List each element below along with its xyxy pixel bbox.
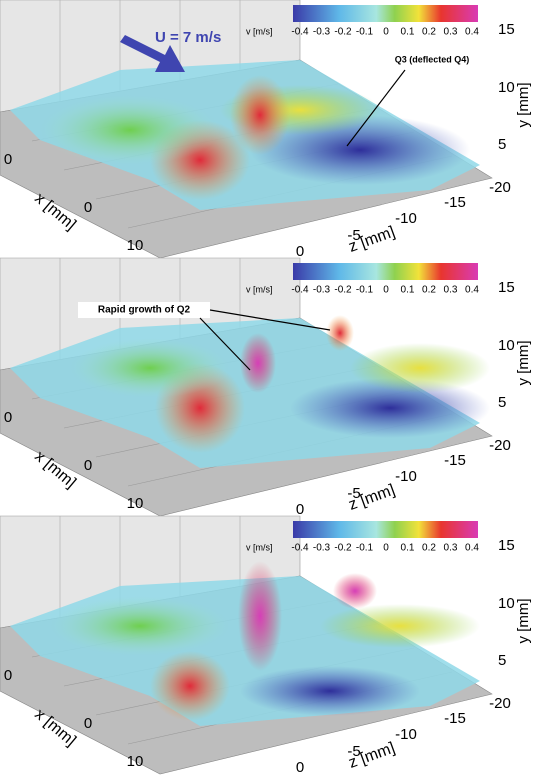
z-tick-label: -15 [444,710,466,727]
colorbar-tick: 0.2 [422,27,436,38]
velocity-region [290,378,490,438]
colorbar-tick: -0.2 [334,285,352,296]
colorbar-tick: 0 [383,543,389,554]
colorbar-tick: 0.4 [465,27,479,38]
z-tick-label: -5 [347,743,360,760]
velocity-region [326,315,354,351]
y-tick-label: 5 [498,136,506,153]
z-tick-label: -10 [395,210,417,227]
y-axis-label: y [mm] [515,599,532,644]
colorbar-label: v [m/s] [246,542,273,552]
y-tick-label: 15 [498,21,515,38]
velocity-region [50,596,230,656]
velocity-region [40,95,220,165]
z-tick-label: -20 [489,437,511,454]
colorbar-tick: 0.2 [422,543,436,554]
annotation-arrow [199,317,251,371]
annotation: Rapid growth of Q2 [98,305,191,316]
velocity-region [70,338,230,398]
velocity-region [350,343,490,393]
z-tick-label: -20 [489,179,511,196]
velocity-region [238,561,282,671]
colorbar-tick: -0.3 [313,543,331,554]
annotation-arrow [209,309,331,331]
x-tick-label: 0 [4,667,12,684]
colorbar-tick: 0.3 [444,543,458,554]
colorbar-tick: 0.3 [444,285,458,296]
colorbar-label: v [m/s] [246,26,273,36]
velocity-region [240,666,420,716]
colorbar [293,263,478,280]
y-tick-label: 5 [498,394,506,411]
y-tick-label: 10 [498,337,515,354]
colorbar-tick: -0.1 [356,543,374,554]
z-tick-label: -10 [395,726,417,743]
colorbar-tick: 0.1 [401,27,415,38]
x-tick-label: 10 [127,753,144,770]
x-tick-label: 10 [127,237,144,254]
y-tick-label: 15 [498,279,515,296]
colorbar-tick: -0.3 [313,285,331,296]
z-tick-label: 0 [296,501,304,518]
panel: v [m/s] -0.4 -0.3 -0.2 -0.1 0 0.1 0.2 0.3 0.4 15 10… [0,257,532,518]
colorbar-tick: -0.1 [356,27,374,38]
colorbar-tick: 0.1 [401,285,415,296]
y-tick-label: 10 [498,79,515,96]
y-axis-label: y [mm] [515,83,532,128]
annotation-arrow [346,69,406,147]
x-tick-label: 0 [84,715,92,732]
colorbar-tick: -0.1 [356,285,374,296]
z-tick-label: -15 [444,452,466,469]
velocity-region [333,573,377,609]
annotation-box [384,52,480,68]
y-tick-label: 10 [498,595,515,612]
z-tick-label: 0 [296,759,304,775]
colorbar-tick: 0.3 [444,27,458,38]
x-tick-label: 10 [127,495,144,512]
colorbar-tick: 0.4 [465,543,479,554]
colorbar-tick: -0.4 [291,543,309,554]
z-tick-label: -10 [395,468,417,485]
y-axis-label: y [mm] [515,341,532,386]
colorbar-tick: -0.2 [334,543,352,554]
panel: v [m/s] -0.4 -0.3 -0.2 -0.1 0 0.1 0.2 0.3 0.4 15 10… [0,0,532,260]
velocity-region [230,75,290,155]
velocity-region [240,333,276,393]
colorbar [293,521,478,538]
colorbar-tick: -0.2 [334,27,352,38]
x-tick-label: 0 [84,199,92,216]
z-tick-label: -5 [347,485,360,502]
flow-arrow [120,35,185,72]
z-tick-label: -15 [444,194,466,211]
y-tick-label: 5 [498,652,506,669]
colorbar-tick: 0 [383,27,389,38]
colorbar-tick: 0.4 [465,285,479,296]
colorbar-tick: -0.4 [291,285,309,296]
colorbar-tick: 0.2 [422,285,436,296]
flow-label: U = 7 m/s [155,29,221,46]
z-tick-label: 0 [296,243,304,260]
x-tick-label: 0 [4,151,12,168]
velocity-region [150,651,230,721]
x-tick-label: 0 [84,457,92,474]
colorbar-tick: 0.1 [401,543,415,554]
z-tick-label: -5 [347,227,360,244]
x-tick-label: 0 [4,409,12,426]
colorbar-label: v [m/s] [246,284,273,294]
velocity-region [320,604,480,648]
annotation: Q3 (deflected Q4) [395,54,470,64]
z-tick-label: -20 [489,695,511,712]
panel: v [m/s] -0.4 -0.3 -0.2 -0.1 0 0.1 0.2 0.3 0.4 15 10… [0,515,532,775]
colorbar [293,5,478,22]
y-tick-label: 15 [498,537,515,554]
colorbar-tick: -0.4 [291,27,309,38]
annotation-box [78,302,210,318]
colorbar-tick: -0.3 [313,27,331,38]
colorbar-tick: 0 [383,285,389,296]
